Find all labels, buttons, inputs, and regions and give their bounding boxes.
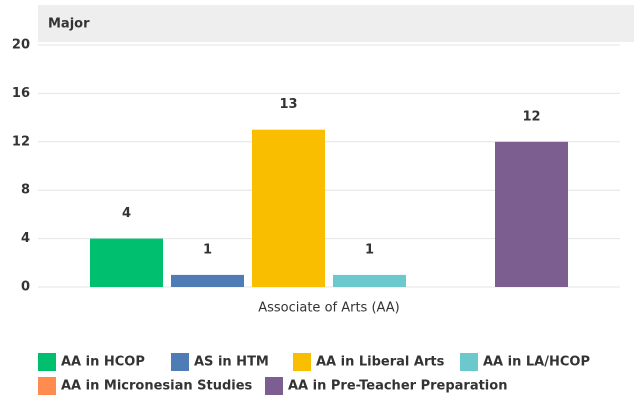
- data-label: 1: [365, 242, 374, 257]
- y-tick-label: 20: [12, 38, 30, 53]
- legend-label: AA in HCOP: [61, 355, 145, 370]
- data-label: 13: [279, 97, 297, 112]
- legend-swatch: [38, 353, 56, 371]
- data-label: 4: [122, 206, 131, 221]
- data-label: 1: [203, 242, 212, 257]
- legend-swatch: [460, 353, 478, 371]
- legend-label: AA in LA/HCOP: [483, 355, 590, 370]
- legend-swatch: [265, 377, 283, 395]
- legend-swatch: [293, 353, 311, 371]
- bar: [90, 238, 163, 287]
- y-tick-label: 12: [12, 134, 30, 149]
- legend-label: AA in Pre-Teacher Preparation: [288, 379, 507, 394]
- data-label: 12: [522, 109, 540, 124]
- bar: [171, 274, 244, 287]
- y-tick-label: 0: [21, 280, 30, 295]
- legend-label: AA in Micronesian Studies: [61, 379, 253, 394]
- y-tick-label: 8: [21, 183, 30, 198]
- legend-swatch: [38, 377, 56, 395]
- header-title: Major: [48, 17, 90, 32]
- y-tick-label: 4: [21, 231, 30, 246]
- legend-label: AS in HTM: [194, 355, 269, 370]
- bar: [333, 274, 406, 287]
- y-tick-label: 16: [12, 86, 30, 101]
- legend-label: AA in Liberal Arts: [316, 355, 445, 370]
- header-band: [38, 5, 634, 42]
- legend-swatch: [171, 353, 189, 371]
- x-tick-label: Associate of Arts (AA): [258, 301, 400, 316]
- bar: [495, 141, 568, 287]
- bar: [252, 129, 325, 287]
